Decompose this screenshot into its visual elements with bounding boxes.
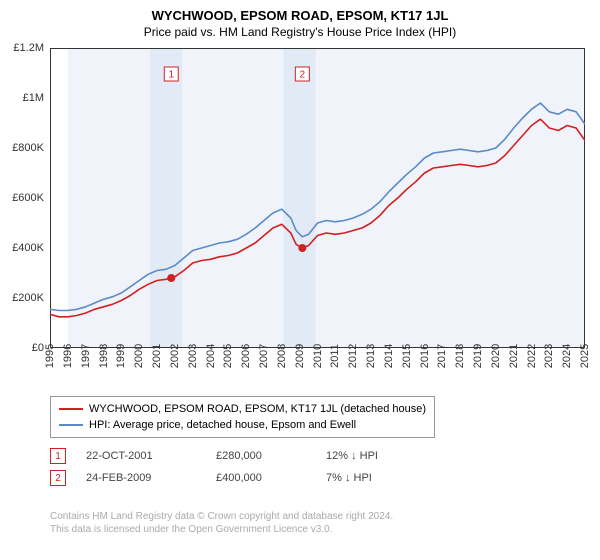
legend-item: HPI: Average price, detached house, Epso… — [59, 417, 426, 433]
x-tick-label: 1998 — [98, 344, 110, 368]
x-tick-label: 2004 — [205, 344, 217, 368]
x-tick-label: 2011 — [329, 344, 341, 368]
y-tick-label: £800K — [0, 142, 44, 154]
x-tick-label: 2008 — [276, 344, 288, 368]
attribution-line: This data is licensed under the Open Gov… — [50, 523, 393, 536]
legend-swatch — [59, 408, 83, 410]
svg-text:2: 2 — [300, 70, 306, 81]
x-tick-label: 2022 — [526, 344, 538, 368]
sale-diff: 7% ↓ HPI — [326, 472, 372, 484]
x-tick-label: 2020 — [490, 344, 502, 368]
y-tick-label: £1M — [0, 92, 44, 104]
y-tick-label: £400K — [0, 242, 44, 254]
x-tick-label: 2023 — [543, 344, 555, 368]
x-tick-label: 2016 — [419, 344, 431, 368]
y-tick-label: £200K — [0, 292, 44, 304]
legend-label: WYCHWOOD, EPSOM ROAD, EPSOM, KT17 1JL (d… — [89, 403, 426, 415]
x-tick-label: 2014 — [383, 344, 395, 368]
chart-subtitle: Price paid vs. HM Land Registry's House … — [0, 23, 600, 43]
sale-price: £280,000 — [216, 450, 306, 462]
sale-marker-box: 2 — [50, 470, 66, 486]
x-tick-label: 2002 — [169, 344, 181, 368]
x-tick-label: 2019 — [472, 344, 484, 368]
x-tick-label: 2021 — [508, 344, 520, 368]
x-tick-label: 2003 — [187, 344, 199, 368]
x-tick-label: 2009 — [294, 344, 306, 368]
attribution-text: Contains HM Land Registry data © Crown c… — [50, 510, 393, 536]
legend-swatch — [59, 424, 83, 426]
chart-legend: WYCHWOOD, EPSOM ROAD, EPSOM, KT17 1JL (d… — [50, 396, 435, 438]
x-tick-label: 2018 — [454, 344, 466, 368]
x-tick-label: 2013 — [365, 344, 377, 368]
x-tick-label: 1999 — [115, 344, 127, 368]
sale-date: 22-OCT-2001 — [86, 450, 196, 462]
sale-price: £400,000 — [216, 472, 306, 484]
x-tick-label: 2005 — [222, 344, 234, 368]
sale-date: 24-FEB-2009 — [86, 472, 196, 484]
x-tick-label: 2000 — [133, 344, 145, 368]
x-tick-label: 2025 — [579, 344, 591, 368]
sale-row: 2 24-FEB-2009 £400,000 7% ↓ HPI — [50, 470, 372, 486]
x-tick-label: 2001 — [151, 344, 163, 368]
price-chart: 12 — [50, 48, 585, 348]
y-tick-label: £1.2M — [0, 42, 44, 54]
sale-marker-box: 1 — [50, 448, 66, 464]
x-tick-label: 2006 — [240, 344, 252, 368]
x-tick-label: 2007 — [258, 344, 270, 368]
sale-diff: 12% ↓ HPI — [326, 450, 378, 462]
x-tick-label: 1997 — [80, 344, 92, 368]
x-tick-label: 2010 — [312, 344, 324, 368]
x-tick-label: 1996 — [62, 344, 74, 368]
chart-title: WYCHWOOD, EPSOM ROAD, EPSOM, KT17 1JL — [0, 0, 600, 23]
legend-item: WYCHWOOD, EPSOM ROAD, EPSOM, KT17 1JL (d… — [59, 401, 426, 417]
x-tick-label: 2012 — [347, 344, 359, 368]
y-tick-label: £600K — [0, 192, 44, 204]
x-tick-label: 1995 — [44, 344, 56, 368]
attribution-line: Contains HM Land Registry data © Crown c… — [50, 510, 393, 523]
legend-label: HPI: Average price, detached house, Epso… — [89, 419, 356, 431]
x-tick-label: 2024 — [561, 344, 573, 368]
svg-text:1: 1 — [168, 70, 174, 81]
x-tick-label: 2017 — [436, 344, 448, 368]
x-tick-label: 2015 — [401, 344, 413, 368]
sale-row: 1 22-OCT-2001 £280,000 12% ↓ HPI — [50, 448, 378, 464]
y-tick-label: £0 — [0, 342, 44, 354]
